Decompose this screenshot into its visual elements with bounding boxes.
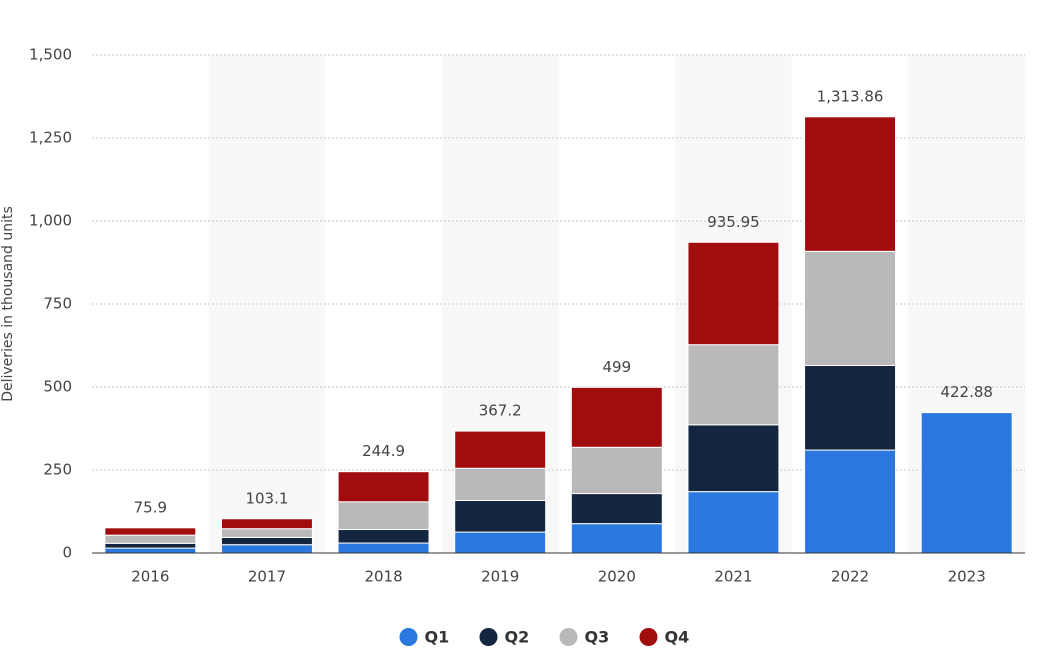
bar-segment (804, 116, 897, 252)
bar-segment (337, 529, 430, 544)
x-tick-label: 2023 (948, 568, 986, 586)
total-label: 244.9 (362, 442, 405, 460)
total-label: 103.1 (245, 489, 288, 507)
bar-segment (337, 542, 430, 554)
bar-segment (687, 344, 780, 426)
total-label: 1,313.86 (817, 87, 884, 105)
y-tick-label: 500 (43, 378, 72, 396)
total-label: 367.2 (479, 402, 522, 420)
legend-label: Q4 (665, 628, 690, 647)
bar-segment (454, 531, 547, 554)
bar-segment (104, 527, 197, 536)
bar-segment (570, 386, 663, 448)
x-tick-label: 2021 (714, 568, 752, 586)
bar-segment (687, 424, 780, 493)
x-tick-label: 2019 (481, 568, 519, 586)
x-tick-label: 2016 (131, 568, 169, 586)
bar-segment (104, 547, 197, 554)
y-tick-label: 1,500 (29, 46, 72, 64)
bar-segment (337, 471, 430, 503)
bar-segment (687, 241, 780, 346)
legend-marker (399, 628, 418, 646)
bar-segment (104, 542, 197, 549)
legend-marker (559, 628, 578, 646)
bar-segment (220, 544, 313, 554)
bar-segment (804, 449, 897, 554)
bar-segment (570, 493, 663, 525)
bar-segment (454, 467, 547, 501)
x-tick-label: 2018 (364, 568, 402, 586)
y-tick-label: 0 (62, 544, 72, 562)
y-axis-label: Deliveries in thousand units (0, 206, 16, 402)
bar-segment (570, 523, 663, 554)
bar-segment (220, 536, 313, 546)
bar-segment (220, 518, 313, 530)
bar-segment (804, 365, 897, 451)
y-tick-label: 1,250 (29, 129, 72, 147)
bar-segment (104, 534, 197, 544)
legend-marker (479, 628, 498, 646)
legend-marker (639, 628, 658, 646)
total-label: 499 (602, 358, 631, 376)
x-tick-label: 2020 (598, 568, 636, 586)
legend-label: Q3 (585, 628, 610, 647)
bar-segment (337, 501, 430, 531)
x-tick-label: 2017 (248, 568, 286, 586)
x-tick-label: 2022 (831, 568, 869, 586)
bar-segment (220, 528, 313, 538)
column-band (208, 55, 326, 553)
bar-segment (920, 412, 1013, 554)
bar-segment (804, 250, 897, 367)
bar-segment (454, 499, 547, 533)
legend-label: Q2 (505, 628, 530, 647)
total-label: 75.9 (134, 498, 167, 516)
y-tick-label: 250 (43, 461, 72, 479)
bar-segment (687, 491, 780, 554)
y-tick-label: 750 (43, 295, 72, 313)
total-label: 935.95 (707, 213, 760, 231)
y-tick-label: 1,000 (29, 212, 72, 230)
total-label: 422.88 (940, 383, 993, 401)
bar-segment (570, 446, 663, 495)
legend-label: Q1 (425, 628, 450, 647)
bar-segment (454, 430, 547, 469)
